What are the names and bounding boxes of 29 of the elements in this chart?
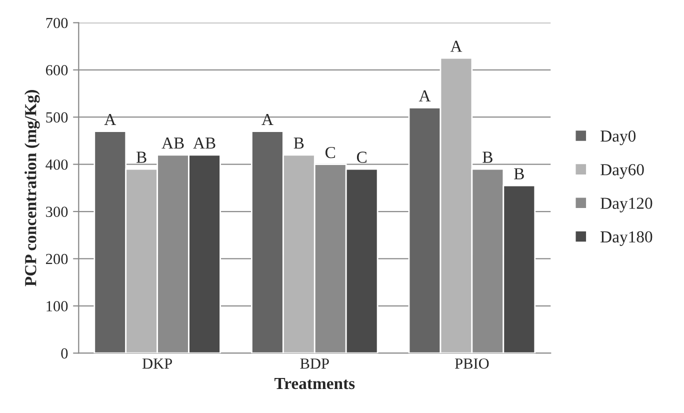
data-label: C xyxy=(326,146,336,158)
y-tick-label: 700 xyxy=(46,18,68,28)
legend-label: Day0 xyxy=(600,130,636,146)
x-tick-label: DKP xyxy=(142,358,172,369)
x-axis-title: Treatments xyxy=(274,378,355,390)
data-label: A xyxy=(262,114,274,125)
y-tick-label: 300 xyxy=(46,206,68,217)
y-tick-label: 600 xyxy=(46,65,68,76)
data-label: A xyxy=(450,40,462,52)
data-label: A xyxy=(418,90,431,102)
data-label: B xyxy=(482,152,492,163)
y-tick-label: 200 xyxy=(46,254,68,264)
y-tick-label: 0 xyxy=(61,348,68,359)
data-label: A xyxy=(104,114,116,125)
legend-label: Day120 xyxy=(600,198,652,212)
data-label: C xyxy=(356,152,366,163)
y-tick-label: 400 xyxy=(46,159,68,170)
legend-label: Day180 xyxy=(600,231,652,246)
x-tick-label: PBIO xyxy=(454,358,489,369)
y-axis-title: PCP concentration (mg/Kg) xyxy=(24,90,40,286)
legend-label: Day60 xyxy=(600,164,644,179)
data-label: AB xyxy=(162,138,184,149)
y-tick-label: 100 xyxy=(46,301,68,312)
x-tick-label: BDP xyxy=(300,358,329,369)
y-tick-label: 500 xyxy=(46,112,68,123)
data-label: B xyxy=(294,138,304,149)
data-label: B xyxy=(136,152,146,163)
data-label: B xyxy=(514,168,524,180)
data-label: AB xyxy=(193,138,216,149)
